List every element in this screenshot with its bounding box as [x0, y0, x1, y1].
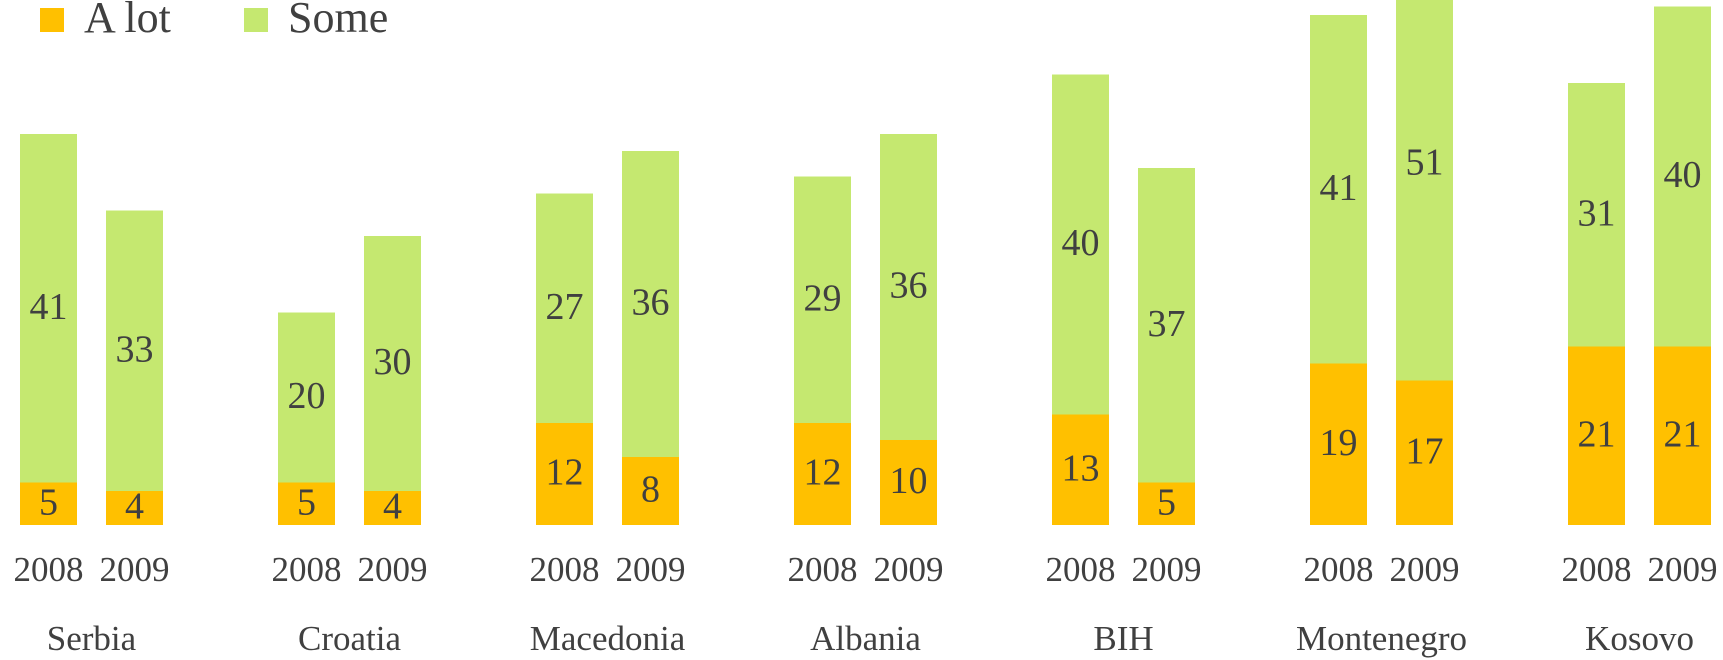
data-label: 12	[804, 452, 842, 494]
data-label: 19	[1320, 422, 1358, 464]
bar-segment	[278, 482, 335, 525]
legend-swatch	[244, 8, 268, 32]
bar-segment	[20, 482, 77, 525]
bar-segment	[880, 134, 937, 440]
bar-segment	[794, 176, 851, 423]
legend-label: Some	[288, 0, 388, 42]
bar-segment	[278, 312, 335, 483]
bar-segment	[536, 423, 593, 525]
x-tick-label: 2009	[616, 550, 686, 589]
bar-segment	[622, 457, 679, 525]
x-tick-label: 2008	[1304, 550, 1374, 589]
data-label: 8	[641, 469, 660, 511]
bar-segment	[1138, 168, 1195, 483]
group-label: Croatia	[298, 619, 401, 658]
data-label: 36	[632, 282, 670, 324]
data-label: 36	[890, 265, 928, 307]
data-label: 12	[546, 452, 584, 494]
data-label: 27	[546, 286, 584, 328]
data-label: 10	[890, 460, 928, 502]
x-tick-label: 2009	[1648, 550, 1718, 589]
bar-segment	[1568, 83, 1625, 347]
bar-segment	[1052, 74, 1109, 415]
data-label: 4	[383, 486, 402, 528]
data-label: 40	[1664, 154, 1702, 196]
group-label: Albania	[810, 619, 921, 658]
data-label: 33	[116, 328, 154, 370]
x-tick-label: 2008	[1562, 550, 1632, 589]
data-label: 30	[374, 341, 412, 383]
x-tick-label: 2008	[788, 550, 858, 589]
group-label: Serbia	[47, 619, 137, 658]
x-tick-label: 2009	[874, 550, 944, 589]
x-tick-label: 2009	[1390, 550, 1460, 589]
x-tick-label: 2009	[1132, 550, 1202, 589]
x-tick-label: 2009	[100, 550, 170, 589]
bar-segment	[1654, 6, 1711, 347]
x-tick-label: 2008	[272, 550, 342, 589]
data-label: 4	[125, 486, 144, 528]
data-label: 31	[1578, 192, 1616, 234]
data-label: 21	[1664, 413, 1702, 455]
data-label: 51	[1406, 141, 1444, 183]
data-label: 5	[39, 481, 58, 523]
data-label: 37	[1148, 303, 1186, 345]
legend-label: A lot	[84, 0, 171, 42]
bar-segment	[1310, 363, 1367, 525]
data-label: 5	[297, 481, 316, 523]
bar-segment	[1310, 15, 1367, 364]
bar-segment	[1052, 414, 1109, 525]
data-label: 20	[288, 375, 326, 417]
bar-segment	[1396, 0, 1453, 381]
group-label: Macedonia	[530, 619, 686, 658]
group-label: Montenegro	[1296, 619, 1467, 658]
bar-segment	[106, 210, 163, 491]
bar-segment	[1396, 380, 1453, 525]
bar-segment	[364, 236, 421, 491]
data-label: 21	[1578, 413, 1616, 455]
legend-swatch	[40, 8, 64, 32]
data-label: 13	[1062, 447, 1100, 489]
data-label: 41	[1320, 167, 1358, 209]
data-label: 41	[30, 286, 68, 328]
x-tick-label: 2008	[530, 550, 600, 589]
bar-segment	[536, 193, 593, 423]
bar-segment	[364, 491, 421, 525]
bar-segment	[1654, 346, 1711, 525]
bar-segment	[20, 134, 77, 483]
group-label: Kosovo	[1585, 619, 1694, 658]
bar-segment	[880, 440, 937, 525]
bar-segment	[1568, 346, 1625, 525]
data-label: 40	[1062, 222, 1100, 264]
group-label: BIH	[1093, 619, 1153, 658]
bar-segment	[106, 491, 163, 525]
data-label: 17	[1406, 430, 1444, 472]
x-tick-label: 2008	[1046, 550, 1116, 589]
bar-segment	[794, 423, 851, 525]
bar-segment	[1138, 482, 1195, 525]
x-tick-label: 2008	[14, 550, 84, 589]
data-label: 29	[804, 277, 842, 319]
x-tick-label: 2009	[358, 550, 428, 589]
data-label: 5	[1157, 481, 1176, 523]
bar-segment	[622, 151, 679, 457]
